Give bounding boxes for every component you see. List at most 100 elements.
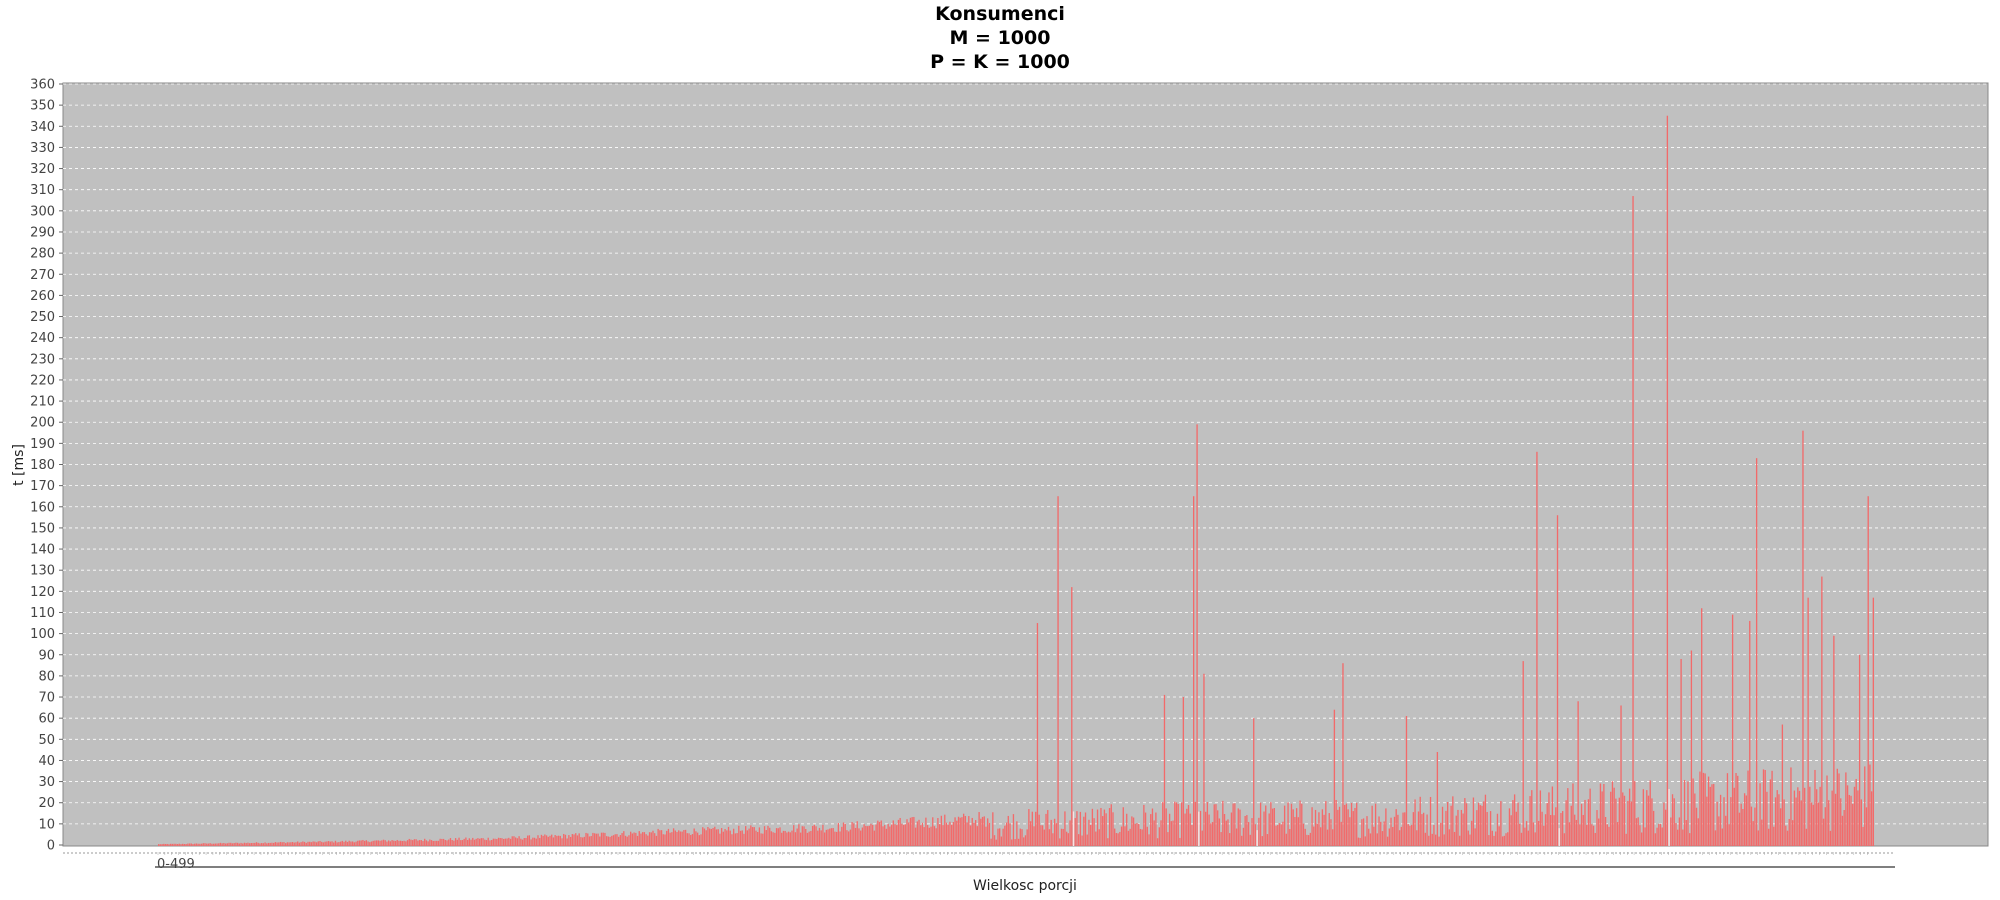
y-tick-label: 90 (38, 648, 55, 663)
bar (1203, 673, 1205, 846)
bar (1409, 825, 1411, 846)
bar (298, 842, 301, 846)
bar (705, 830, 707, 846)
bar (401, 841, 404, 846)
bar (310, 842, 313, 846)
bar (1153, 820, 1155, 846)
bar (993, 835, 996, 846)
bar (1836, 768, 1838, 846)
bar (182, 843, 184, 846)
bar (758, 827, 761, 846)
bar (1459, 835, 1461, 846)
bar (1301, 803, 1303, 846)
bar (326, 841, 328, 846)
bar (1369, 833, 1372, 846)
bar (331, 841, 333, 846)
bar (1259, 802, 1262, 846)
bar (1550, 815, 1552, 846)
bar (820, 830, 822, 846)
bar (1678, 817, 1681, 846)
bar (889, 826, 891, 846)
bar (1508, 808, 1511, 846)
bar (561, 838, 563, 846)
bar (880, 820, 882, 846)
bar (1858, 654, 1861, 846)
bar (600, 832, 603, 846)
y-axis-ticks: 0 10 20 30 40 50 60 70 80 90 100 110 120 130 140 150 160… (30, 78, 63, 854)
bar (1670, 817, 1672, 846)
bar (1833, 635, 1835, 846)
bar (1235, 828, 1238, 846)
y-tick-label: 140 (30, 543, 55, 558)
bar (549, 835, 551, 846)
bar (1537, 820, 1540, 846)
bar (1802, 430, 1804, 846)
bar (381, 840, 383, 846)
bar (999, 828, 1001, 846)
bar (1630, 801, 1632, 846)
bar (1692, 778, 1694, 846)
bar (978, 812, 980, 846)
bar (506, 838, 508, 846)
bar (731, 834, 733, 846)
bar (1867, 496, 1869, 846)
bar (1292, 809, 1294, 846)
bar (990, 838, 992, 846)
bar (808, 831, 810, 846)
bar (554, 835, 556, 846)
bar (1870, 791, 1873, 846)
bar (247, 842, 249, 846)
bar (434, 840, 436, 846)
bar (662, 834, 664, 846)
bar (587, 833, 589, 846)
bar (1438, 836, 1440, 846)
bar (1069, 820, 1071, 846)
bar (1616, 822, 1619, 846)
bar (1388, 828, 1390, 846)
bar (1460, 809, 1463, 846)
bar (1256, 830, 1258, 846)
bar (245, 843, 247, 846)
bar (508, 837, 510, 846)
bar (309, 841, 311, 846)
bar (847, 831, 850, 846)
bar (714, 826, 716, 846)
y-tick-label: 120 (30, 585, 55, 600)
bar (605, 836, 608, 846)
bar (1689, 833, 1691, 846)
bar (485, 840, 488, 846)
bar (1196, 424, 1198, 846)
bar (267, 842, 270, 846)
bar (219, 842, 222, 846)
bar (1184, 813, 1186, 846)
bar (278, 842, 280, 846)
bar (291, 842, 294, 846)
bar (1036, 623, 1039, 846)
bar (1174, 801, 1176, 846)
bar (702, 827, 704, 846)
bar (1501, 836, 1504, 846)
bar (379, 840, 381, 846)
bar (1433, 824, 1435, 846)
bar (1201, 830, 1203, 846)
bar (1627, 800, 1629, 846)
bar (528, 835, 531, 846)
bar (1213, 804, 1215, 846)
bar (1371, 805, 1373, 846)
bar (518, 836, 520, 846)
y-tick-label: 210 (30, 395, 55, 410)
bar (719, 833, 721, 846)
bar (1721, 828, 1723, 846)
bar (1677, 829, 1679, 846)
bar (1779, 808, 1782, 846)
bar (389, 841, 392, 846)
bar (762, 833, 764, 846)
bar (1453, 831, 1456, 846)
bar (593, 833, 596, 846)
bar (1872, 597, 1875, 846)
bar (484, 839, 486, 846)
bar (1282, 821, 1284, 846)
bar (1117, 833, 1119, 846)
bar (638, 831, 640, 846)
bar (1325, 801, 1327, 846)
